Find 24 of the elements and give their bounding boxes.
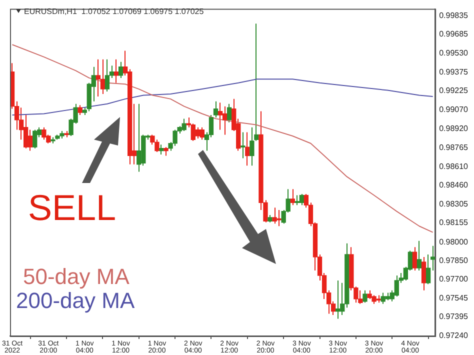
y-tick-label: 0.98920 — [439, 124, 469, 133]
chart-title: EURUSDm,H1 1.07052 1.07069 1.06975 1.07025 — [24, 7, 204, 16]
y-tick-label: 0.97545 — [439, 294, 469, 303]
y-tick-label: 0.97240 — [439, 331, 469, 340]
y-tick-label: 0.97395 — [439, 312, 469, 322]
annotation: SELL — [28, 187, 116, 228]
text: 50-day MA — [22, 264, 130, 289]
y-tick-label: 0.98155 — [439, 218, 469, 228]
y-tick-label: 0.98460 — [439, 180, 469, 190]
y-tick-label: 0.98000 — [439, 237, 469, 246]
y-tick-label: 0.99685 — [439, 29, 469, 38]
candlestick — [336, 280, 340, 319]
candlestick — [240, 132, 246, 158]
y-tick-label: 0.99225 — [439, 86, 469, 96]
y-tick-label: 0.97700 — [439, 274, 469, 284]
y-tick-label: 0.99070 — [439, 105, 469, 114]
y-tick-label: 0.99375 — [439, 68, 469, 77]
y-tick-label: 0.98765 — [439, 142, 469, 152]
y-tick-label: 0.98610 — [439, 162, 469, 172]
y-tick-label: 0.98305 — [439, 200, 469, 209]
y-tick-label: 0.97850 — [439, 256, 469, 265]
text: 200-day MA — [16, 288, 135, 313]
y-tick-label: 0.99530 — [439, 48, 469, 58]
y-tick-label: 0.99835 — [439, 10, 469, 20]
